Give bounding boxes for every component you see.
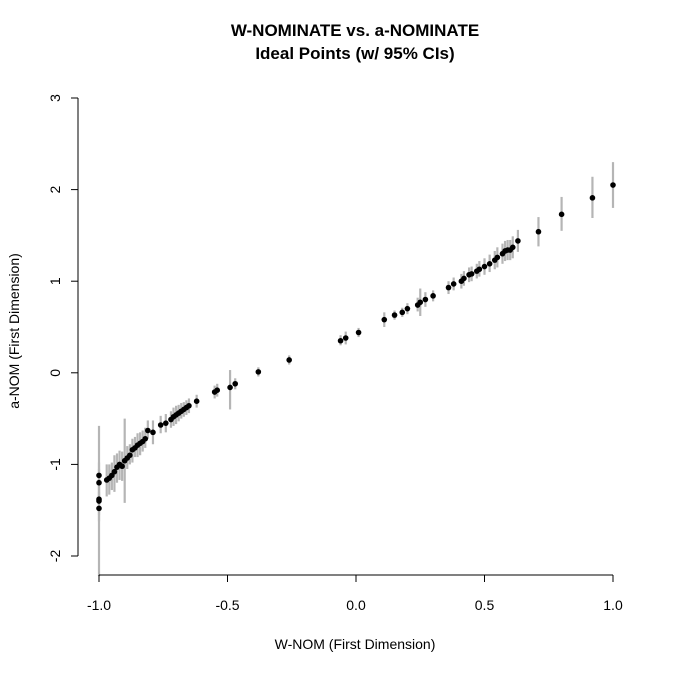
data-point-4 [96,472,102,479]
x-tick-label-2: 0.0 [346,597,366,613]
data-point-11 [119,463,125,470]
data-point-8 [111,468,118,475]
data-point-20 [142,435,149,442]
data-point-22 [150,429,156,436]
data-point-58 [476,266,483,273]
data-point-36 [227,384,233,391]
data-point-39 [286,357,292,363]
data-point-50 [430,293,436,299]
data-point-44 [391,312,398,318]
y-tick-label-5: 3 [47,94,63,102]
data-point-14 [127,452,133,459]
data-point-51 [445,284,452,291]
data-point-35 [214,387,221,394]
data-point-24 [163,420,169,426]
data-point-2 [96,496,102,503]
data-point-69 [535,228,542,235]
y-tick-label-3: 1 [47,277,63,285]
data-point-67 [509,244,516,251]
data-point-43 [381,316,388,323]
data-point-60 [486,260,493,267]
y-axis-label: a-NOM (First Dimension) [6,253,22,409]
data-point-40 [337,337,344,344]
data-point-71 [589,195,596,201]
data-points [96,182,616,512]
y-tick-label-0: -2 [47,550,63,563]
x-axis-label: W-NOM (First Dimension) [275,636,436,652]
data-point-56 [468,271,475,277]
data-point-52 [450,281,457,287]
data-point-46 [404,305,411,312]
data-point-68 [515,238,521,244]
data-point-45 [399,309,406,316]
y-tick-label-4: 2 [47,185,63,193]
data-point-49 [422,296,429,303]
x-axis: -1.0 -0.5 0.0 0.5 1.0 [87,574,623,613]
confidence-intervals [97,162,615,577]
data-point-54 [461,275,467,282]
chart-title: W-NOMINATE vs. a-NOMINATE [231,21,479,40]
chart-subtitle: Ideal Points (w/ 95% CIs) [255,44,454,63]
data-point-33 [193,398,200,404]
data-point-21 [145,427,151,434]
data-point-38 [255,369,262,375]
data-point-37 [232,380,239,387]
data-point-41 [342,335,349,341]
x-tick-label-4: 1.0 [603,597,623,613]
data-point-59 [481,263,488,270]
x-tick-label-3: 0.5 [475,597,495,613]
data-point-72 [610,182,616,188]
x-tick-label-1: -0.5 [215,597,239,613]
y-tick-label-1: -1 [47,458,63,471]
data-point-23 [157,422,164,428]
data-point-42 [355,329,362,336]
y-axis: -2 -1 0 1 2 3 [47,94,79,563]
data-point-70 [558,211,565,218]
data-point-32 [186,402,192,409]
data-point-48 [417,299,424,306]
data-point-3 [96,479,102,486]
data-point-62 [494,254,501,261]
x-tick-label-0: -1.0 [87,597,111,613]
data-point-1 [96,505,102,512]
y-tick-label-2: 0 [47,369,63,377]
